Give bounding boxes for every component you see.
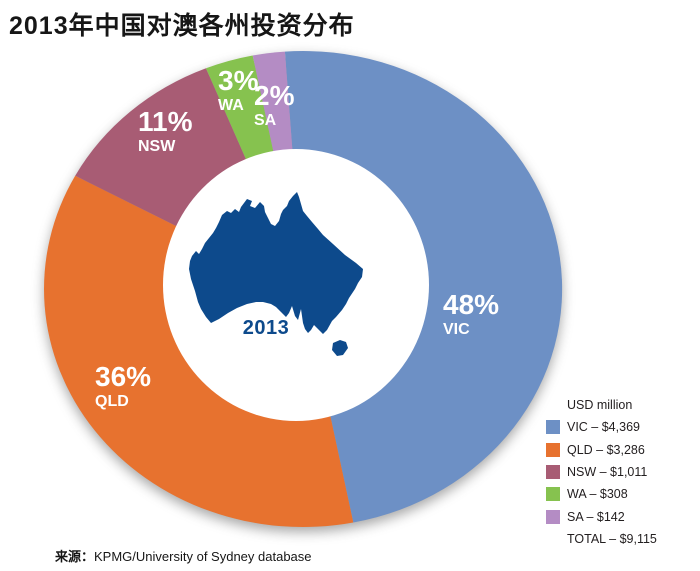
legend-items: VIC – $4,369 QLD – $3,286 NSW – $1,011 WA –… — [546, 416, 657, 528]
legend-label-nsw: NSW – $1,011 — [567, 464, 648, 479]
legend-row-wa: WA – $308 — [546, 483, 657, 505]
legend-swatch-qld — [546, 442, 560, 457]
legend-row-vic: VIC – $4,369 — [546, 416, 657, 438]
legend-total: TOTAL – $9,115 — [567, 532, 657, 547]
australia-map-icon — [189, 192, 363, 334]
legend-swatch-sa — [546, 509, 560, 524]
source-line: 来源：KPMG/University of Sydney database — [55, 546, 312, 565]
slice-pct-nsw: 11% — [138, 106, 193, 137]
legend-label-sa: SA – $142 — [567, 509, 625, 524]
slice-label-nsw: 11% NSW — [138, 108, 193, 155]
source-prefix: 来源： — [55, 549, 95, 564]
slice-state-sa: SA — [254, 112, 277, 129]
legend-label-wa: WA – $308 — [567, 487, 628, 502]
slice-pct-qld: 36% — [95, 361, 152, 392]
slice-pct-sa: 2% — [254, 80, 295, 111]
legend-row-nsw: NSW – $1,011 — [546, 461, 657, 483]
chart-title: 2013年中国对澳各州投资分布 — [9, 12, 355, 40]
legend-swatch-vic — [546, 420, 560, 435]
legend-label-vic: VIC – $4,369 — [567, 420, 640, 435]
legend-swatch-nsw — [546, 464, 560, 479]
slice-state-qld: QLD — [95, 393, 129, 410]
slice-label-wa: 3% WA — [218, 67, 258, 114]
slice-label-qld: 36% QLD — [95, 363, 151, 410]
slice-label-vic: 48% VIC — [443, 291, 499, 338]
legend-swatch-wa — [546, 487, 560, 502]
legend-row-sa: SA – $142 — [546, 506, 657, 528]
slice-label-sa: 2% SA — [254, 82, 294, 129]
slice-state-vic: VIC — [443, 321, 470, 338]
slice-pct-vic: 48% — [443, 289, 500, 320]
legend: USD million VIC – $4,369 QLD – $3,286 NSW … — [546, 396, 657, 550]
slice-pct-wa: 3% — [218, 65, 259, 96]
legend-title: USD million — [567, 398, 633, 412]
slice-state-wa: WA — [218, 97, 244, 114]
legend-row-qld: QLD – $3,286 — [546, 438, 657, 460]
slice-state-nsw: NSW — [138, 138, 176, 155]
tasmania-map-icon — [332, 340, 348, 356]
source-text: KPMG/University of Sydney database — [94, 549, 312, 564]
legend-label-qld: QLD – $3,286 — [567, 442, 645, 457]
center-year-label: 2013 — [242, 317, 290, 339]
